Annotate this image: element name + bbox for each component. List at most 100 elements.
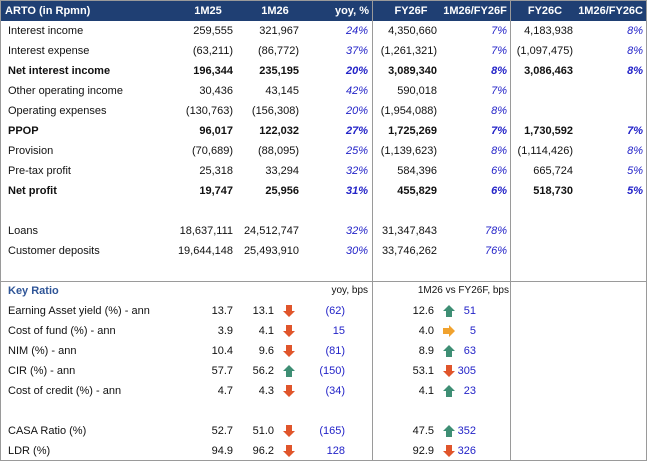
trend-arrow: [442, 384, 456, 398]
trend-arrow: [282, 304, 296, 318]
cell-text: 25,318: [199, 161, 233, 181]
cell-text: 76%: [485, 241, 507, 261]
cell-text: 25%: [346, 141, 368, 161]
cell-text: Provision: [8, 141, 53, 161]
cell-text: 15: [333, 321, 345, 341]
cell-text: 23: [464, 381, 476, 401]
cell-text: 7%: [627, 121, 643, 141]
cell-text: 665,724: [533, 161, 573, 181]
cell-text: 63: [464, 341, 476, 361]
cell-text: 8%: [627, 41, 643, 61]
cell-text: (165): [319, 421, 345, 441]
cell-text: 4.1: [419, 381, 434, 401]
cell-text: 4.7: [218, 381, 233, 401]
cell-text: 4,183,938: [524, 21, 573, 41]
cell-text: 1M26 vs FY26F, bps: [418, 281, 509, 301]
cell-text: 7%: [491, 81, 507, 101]
cell-text: 30%: [346, 241, 368, 261]
trend-arrow: [282, 344, 296, 358]
cell-text: 27%: [346, 121, 368, 141]
cell-text: (1,097,475): [517, 41, 573, 61]
cell-text: 7%: [491, 21, 507, 41]
cell-text: 25,493,910: [244, 241, 299, 261]
cell-text: PPOP: [8, 121, 39, 141]
cell-text: 8%: [627, 61, 643, 81]
cell-text: Other operating income: [8, 81, 123, 101]
cell-text: 6%: [491, 181, 507, 201]
cell-text: 5: [470, 321, 476, 341]
cell-text: Cost of fund (%) - ann: [8, 321, 116, 341]
cell-text: 30,436: [199, 81, 233, 101]
cell-text: 96.2: [253, 441, 274, 461]
cell-text: 3.9: [218, 321, 233, 341]
cell-text: 25,956: [265, 181, 299, 201]
cell-text: (130,763): [186, 101, 233, 121]
cell-text: Pre-tax profit: [8, 161, 71, 181]
cell-text: 235,195: [259, 61, 299, 81]
cell-text: 10.4: [212, 341, 233, 361]
cell-text: 8.9: [419, 341, 434, 361]
cell-text: 57.7: [212, 361, 233, 381]
cell-text: 43,145: [265, 81, 299, 101]
cell-text: 1M26/FY26C: [578, 1, 643, 21]
cell-text: (88,095): [258, 141, 299, 161]
cell-text: 19,747: [199, 181, 233, 201]
cell-text: (1,114,426): [518, 141, 573, 161]
cell-text: 32%: [346, 161, 368, 181]
cell-text: Earning Asset yield (%) - ann: [8, 301, 150, 321]
cell-text: 305: [458, 361, 476, 381]
cell-text: 94.9: [212, 441, 233, 461]
cell-text: 13.1: [253, 301, 274, 321]
trend-arrow: [282, 364, 296, 378]
cell-text: 352: [458, 421, 476, 441]
cell-text: (1,139,623): [381, 141, 437, 161]
cell-text: 4.0: [419, 321, 434, 341]
cell-text: 78%: [485, 221, 507, 241]
cell-text: Cost of credit (%) - ann: [8, 381, 121, 401]
divider: [1, 281, 646, 282]
cell-text: 13.7: [212, 301, 233, 321]
cell-text: Interest income: [8, 21, 83, 41]
cell-text: 24%: [346, 21, 368, 41]
cell-text: NIM (%) - ann: [8, 341, 76, 361]
cell-text: 8%: [491, 141, 507, 161]
cell-text: ARTO (in Rpmn): [5, 1, 90, 21]
cell-text: 96,017: [199, 121, 233, 141]
cell-text: 9.6: [259, 341, 274, 361]
cell-text: 7%: [491, 121, 507, 141]
cell-text: Operating expenses: [8, 101, 106, 121]
cell-text: 12.6: [413, 301, 434, 321]
cell-text: CIR (%) - ann: [8, 361, 75, 381]
cell-text: 32%: [346, 221, 368, 241]
cell-text: (34): [325, 381, 345, 401]
cell-text: 51: [464, 301, 476, 321]
cell-text: 20%: [346, 61, 368, 81]
cell-text: (70,689): [192, 141, 233, 161]
cell-text: 53.1: [413, 361, 434, 381]
cell-text: (86,772): [258, 41, 299, 61]
cell-text: LDR (%): [8, 441, 50, 461]
cell-text: 321,967: [259, 21, 299, 41]
cell-text: 259,555: [193, 21, 233, 41]
cell-text: 31%: [346, 181, 368, 201]
cell-text: (81): [325, 341, 345, 361]
cell-text: 8%: [627, 141, 643, 161]
trend-arrow: [442, 424, 456, 438]
divider: [510, 1, 511, 460]
trend-arrow: [282, 444, 296, 458]
cell-text: 37%: [346, 41, 368, 61]
cell-text: (150): [319, 361, 345, 381]
cell-text: (1,261,321): [381, 41, 437, 61]
cell-text: 33,746,262: [382, 241, 437, 261]
cell-text: 31,347,843: [382, 221, 437, 241]
trend-arrow: [282, 424, 296, 438]
cell-text: 6%: [491, 161, 507, 181]
trend-arrow: [282, 384, 296, 398]
cell-text: Net interest income: [8, 61, 110, 81]
cell-text: Key Ratio: [8, 281, 59, 301]
cell-text: 3,089,340: [388, 61, 437, 81]
cell-text: Loans: [8, 221, 38, 241]
trend-arrow: [442, 344, 456, 358]
cell-text: 51.0: [253, 421, 274, 441]
